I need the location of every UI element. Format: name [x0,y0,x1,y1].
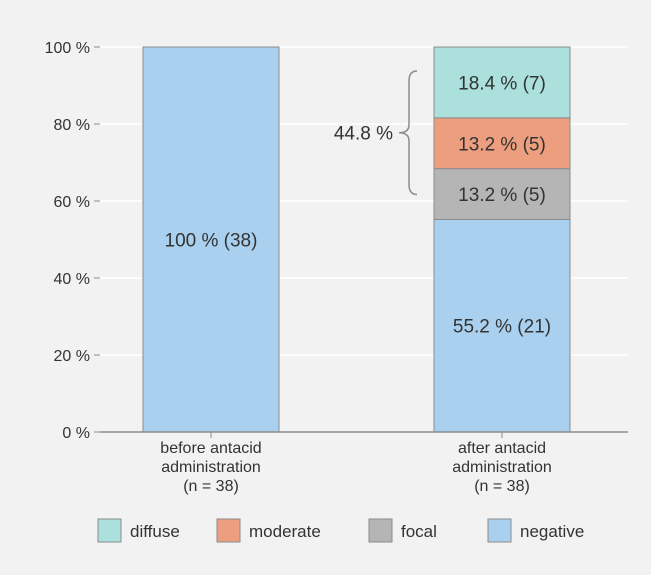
x-tick-label: administration [161,459,261,476]
data-label: 100 % (38) [165,231,258,252]
bar-segment-moderate [433,117,571,170]
x-tick-label: (n = 38) [474,478,530,495]
bar-segment-focal [433,168,571,220]
legend-swatch-diffuse [97,518,122,543]
legend-label-focal: focal [401,522,437,541]
x-tick-label: administration [452,459,552,476]
y-tick-label: 20 % [54,348,90,365]
data-label: 18.4 % (7) [458,73,546,94]
y-tick-label: 100 % [45,40,90,57]
y-tick-label: 40 % [54,271,90,288]
y-tick-label: 60 % [54,194,90,211]
x-tick-label: (n = 38) [183,478,239,495]
legend-label-moderate: moderate [249,522,321,541]
legend-label-negative: negative [520,522,584,541]
brace [398,70,418,196]
legend-swatch-moderate [216,518,241,543]
x-tick-label: before antacid [160,440,261,457]
x-tick-label: after antacid [458,440,546,457]
y-tick-label: 80 % [54,117,90,134]
bar-segment-negative [142,46,280,433]
legend-swatch-negative [487,518,512,543]
y-tick-label: 0 % [62,425,90,442]
data-label: 55.2 % (21) [453,317,551,338]
data-label: 13.2 % (5) [458,185,546,206]
legend-label-diffuse: diffuse [130,522,180,541]
legend-swatch-focal [368,518,393,543]
brace-annotation-label: 44.8 % [334,124,393,145]
bar-segment-negative [433,218,571,433]
bar-segment-diffuse [433,46,571,119]
data-label: 13.2 % (5) [458,134,546,155]
